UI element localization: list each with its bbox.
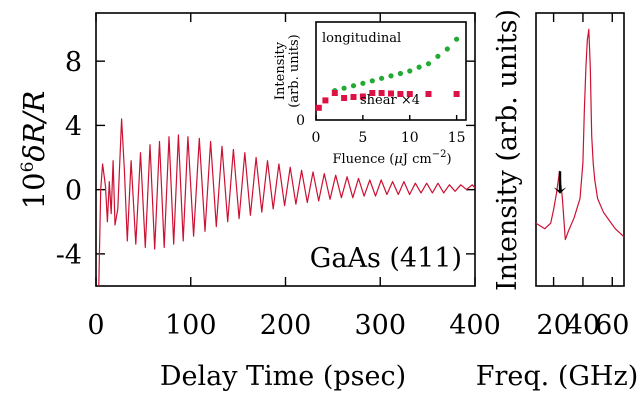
inset-point-shear (331, 90, 338, 96)
inset-legend-shear-word: shear (360, 93, 401, 108)
spectrum-y-axis-label: Intensity (arb. units) (492, 9, 523, 291)
main-x-tick-label: 200 (260, 310, 312, 341)
inset-point-longitudinal (425, 61, 432, 67)
inset-x-tick-label: 5 (358, 130, 367, 146)
inset-point-longitudinal (435, 53, 441, 59)
main-annotation: GaAs (411) (310, 243, 462, 274)
inset-point-shear (359, 93, 366, 100)
inset-legend-shear-times: × (401, 93, 412, 108)
inset-point-shear (425, 91, 432, 97)
inset-series-shear (315, 90, 460, 111)
inset-point-shear (350, 94, 357, 100)
inset-point-longitudinal (350, 83, 357, 89)
main-x-tick-label: 0 (87, 310, 104, 341)
inset-x-tick-label: 10 (401, 130, 419, 146)
inset-x-axis-label: Fluence (μJ cm−2) (332, 149, 451, 167)
inset-point-shear (378, 90, 385, 96)
inset-legend-shear-factor: 4 (412, 93, 420, 108)
inset-x-axis-label-mu: μ (394, 152, 402, 167)
main-series-line (98, 118, 476, 287)
inset-x-tick-label: 15 (448, 130, 466, 146)
inset-y-axis-label-line2: (arb. units) (287, 34, 302, 108)
main-y-tick-labels: -4 0 4 8 (56, 47, 82, 271)
main-x-tick-label: 400 (449, 310, 501, 341)
main-x-axis-label: Delay Time (psec) (160, 361, 406, 392)
inset-point-longitudinal (407, 68, 413, 74)
inset-point-shear (322, 97, 329, 104)
inset-point-shear (341, 95, 348, 101)
inset-point-longitudinal (379, 75, 385, 81)
inset-x-axis-label-a: Fluence ( (332, 152, 394, 167)
inset-point-longitudinal (360, 80, 366, 86)
inset-y-tick-label: 0 (296, 113, 305, 129)
inset-y-axis-label-line1: Intensity (273, 41, 288, 100)
inset-tick-marks (315, 115, 458, 120)
inset-frame (315, 21, 467, 121)
main-y-axis-label-quantity: δR/R (17, 91, 51, 162)
inset-legend-shear: shear ×4 (360, 93, 420, 108)
spectrum-x-axis-label: Freq. (GHz) (476, 361, 638, 392)
main-x-tick-label: 100 (165, 310, 217, 341)
spectrum-tick-marks (552, 13, 613, 286)
inset-point-longitudinal (341, 85, 347, 91)
spectrum-x-tick-label: 60 (595, 310, 629, 341)
inset-point-longitudinal (454, 36, 460, 42)
inset-point-shear (397, 91, 404, 97)
inset-background (316, 22, 466, 120)
main-y-tick-label: 8 (65, 47, 82, 78)
main-x-tick-labels: 0 100 200 300 400 (87, 310, 500, 341)
inset-y-tick-labels: 0 (296, 113, 305, 129)
inset-point-longitudinal (444, 46, 450, 52)
inset-x-axis-label-exp: −2 (432, 149, 447, 160)
inset-point-longitudinal (397, 70, 403, 77)
inset-y-axis-label: Intensity(arb. units) (273, 34, 302, 108)
main-y-axis-label-exponent: 6 (18, 162, 38, 173)
main-y-tick-label: 4 (65, 111, 82, 142)
inset-point-shear (369, 90, 376, 96)
spectrum-arrow-annotation: ↓ (547, 166, 572, 201)
inset-point-shear (406, 91, 413, 97)
inset-x-axis-label-c: ) (446, 152, 451, 167)
spectrum-x-tick-label: 40 (566, 310, 600, 341)
inset-x-axis-label-b: J cm (401, 152, 432, 167)
main-y-tick-label: -4 (56, 240, 82, 271)
main-y-axis-label: 106δR/R (17, 91, 51, 210)
inset-x-tick-labels: 0 5 10 15 (312, 130, 466, 146)
inset-point-longitudinal (369, 78, 375, 84)
main-y-axis-label-base: 10 (17, 172, 51, 209)
spectrum-plot-frame (535, 12, 625, 287)
inset-legend-longitudinal: longitudinal (322, 31, 401, 46)
inset-point-shear (453, 91, 460, 97)
inset-plot: 0 5 10 15 0 longitudinal shear ×4 Fluence (… (273, 21, 467, 167)
main-x-tick-label: 300 (354, 310, 406, 341)
inset-point-shear (315, 104, 322, 111)
inset-point-longitudinal (416, 64, 422, 70)
inset-point-longitudinal (388, 73, 394, 79)
spectrum-x-tick-label: 20 (536, 310, 570, 341)
inset-x-tick-label: 0 (312, 130, 321, 146)
inset-series-longitudinal (316, 36, 460, 111)
inset-point-shear (388, 90, 394, 97)
main-y-tick-label: 0 (65, 176, 82, 207)
spectrum-series-line (535, 28, 625, 241)
